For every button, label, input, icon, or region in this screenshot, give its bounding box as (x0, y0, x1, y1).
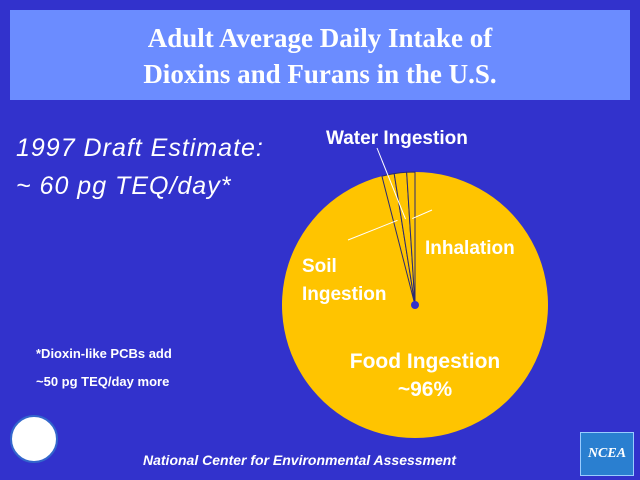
pie-slice (406, 171, 416, 306)
logo: NCEA (580, 432, 634, 476)
slice-label: Soil Ingestion (302, 256, 387, 305)
slice-label: Inhalation (425, 238, 515, 259)
estimate: ~ 60 pg TEQ/day* (16, 172, 232, 200)
pie-center (411, 301, 419, 309)
footer-org: National Center for Environmental Assess… (143, 452, 457, 468)
estimate: 1997 Draft Estimate: (16, 134, 264, 162)
leader-line (412, 209, 433, 220)
leader-line (347, 219, 398, 241)
slice-label: Water Ingestion (326, 128, 468, 149)
leader-line (376, 147, 406, 220)
value-label: ~96% (397, 378, 453, 401)
footnote: *Dioxin-like PCBs add (36, 346, 172, 361)
seal (10, 415, 58, 463)
chart-title: Adult Average Daily Intake of Dioxins an… (10, 10, 630, 100)
slice-label: Food Ingestion (349, 350, 501, 373)
footnote: ~50 pg TEQ/day more (36, 374, 170, 389)
